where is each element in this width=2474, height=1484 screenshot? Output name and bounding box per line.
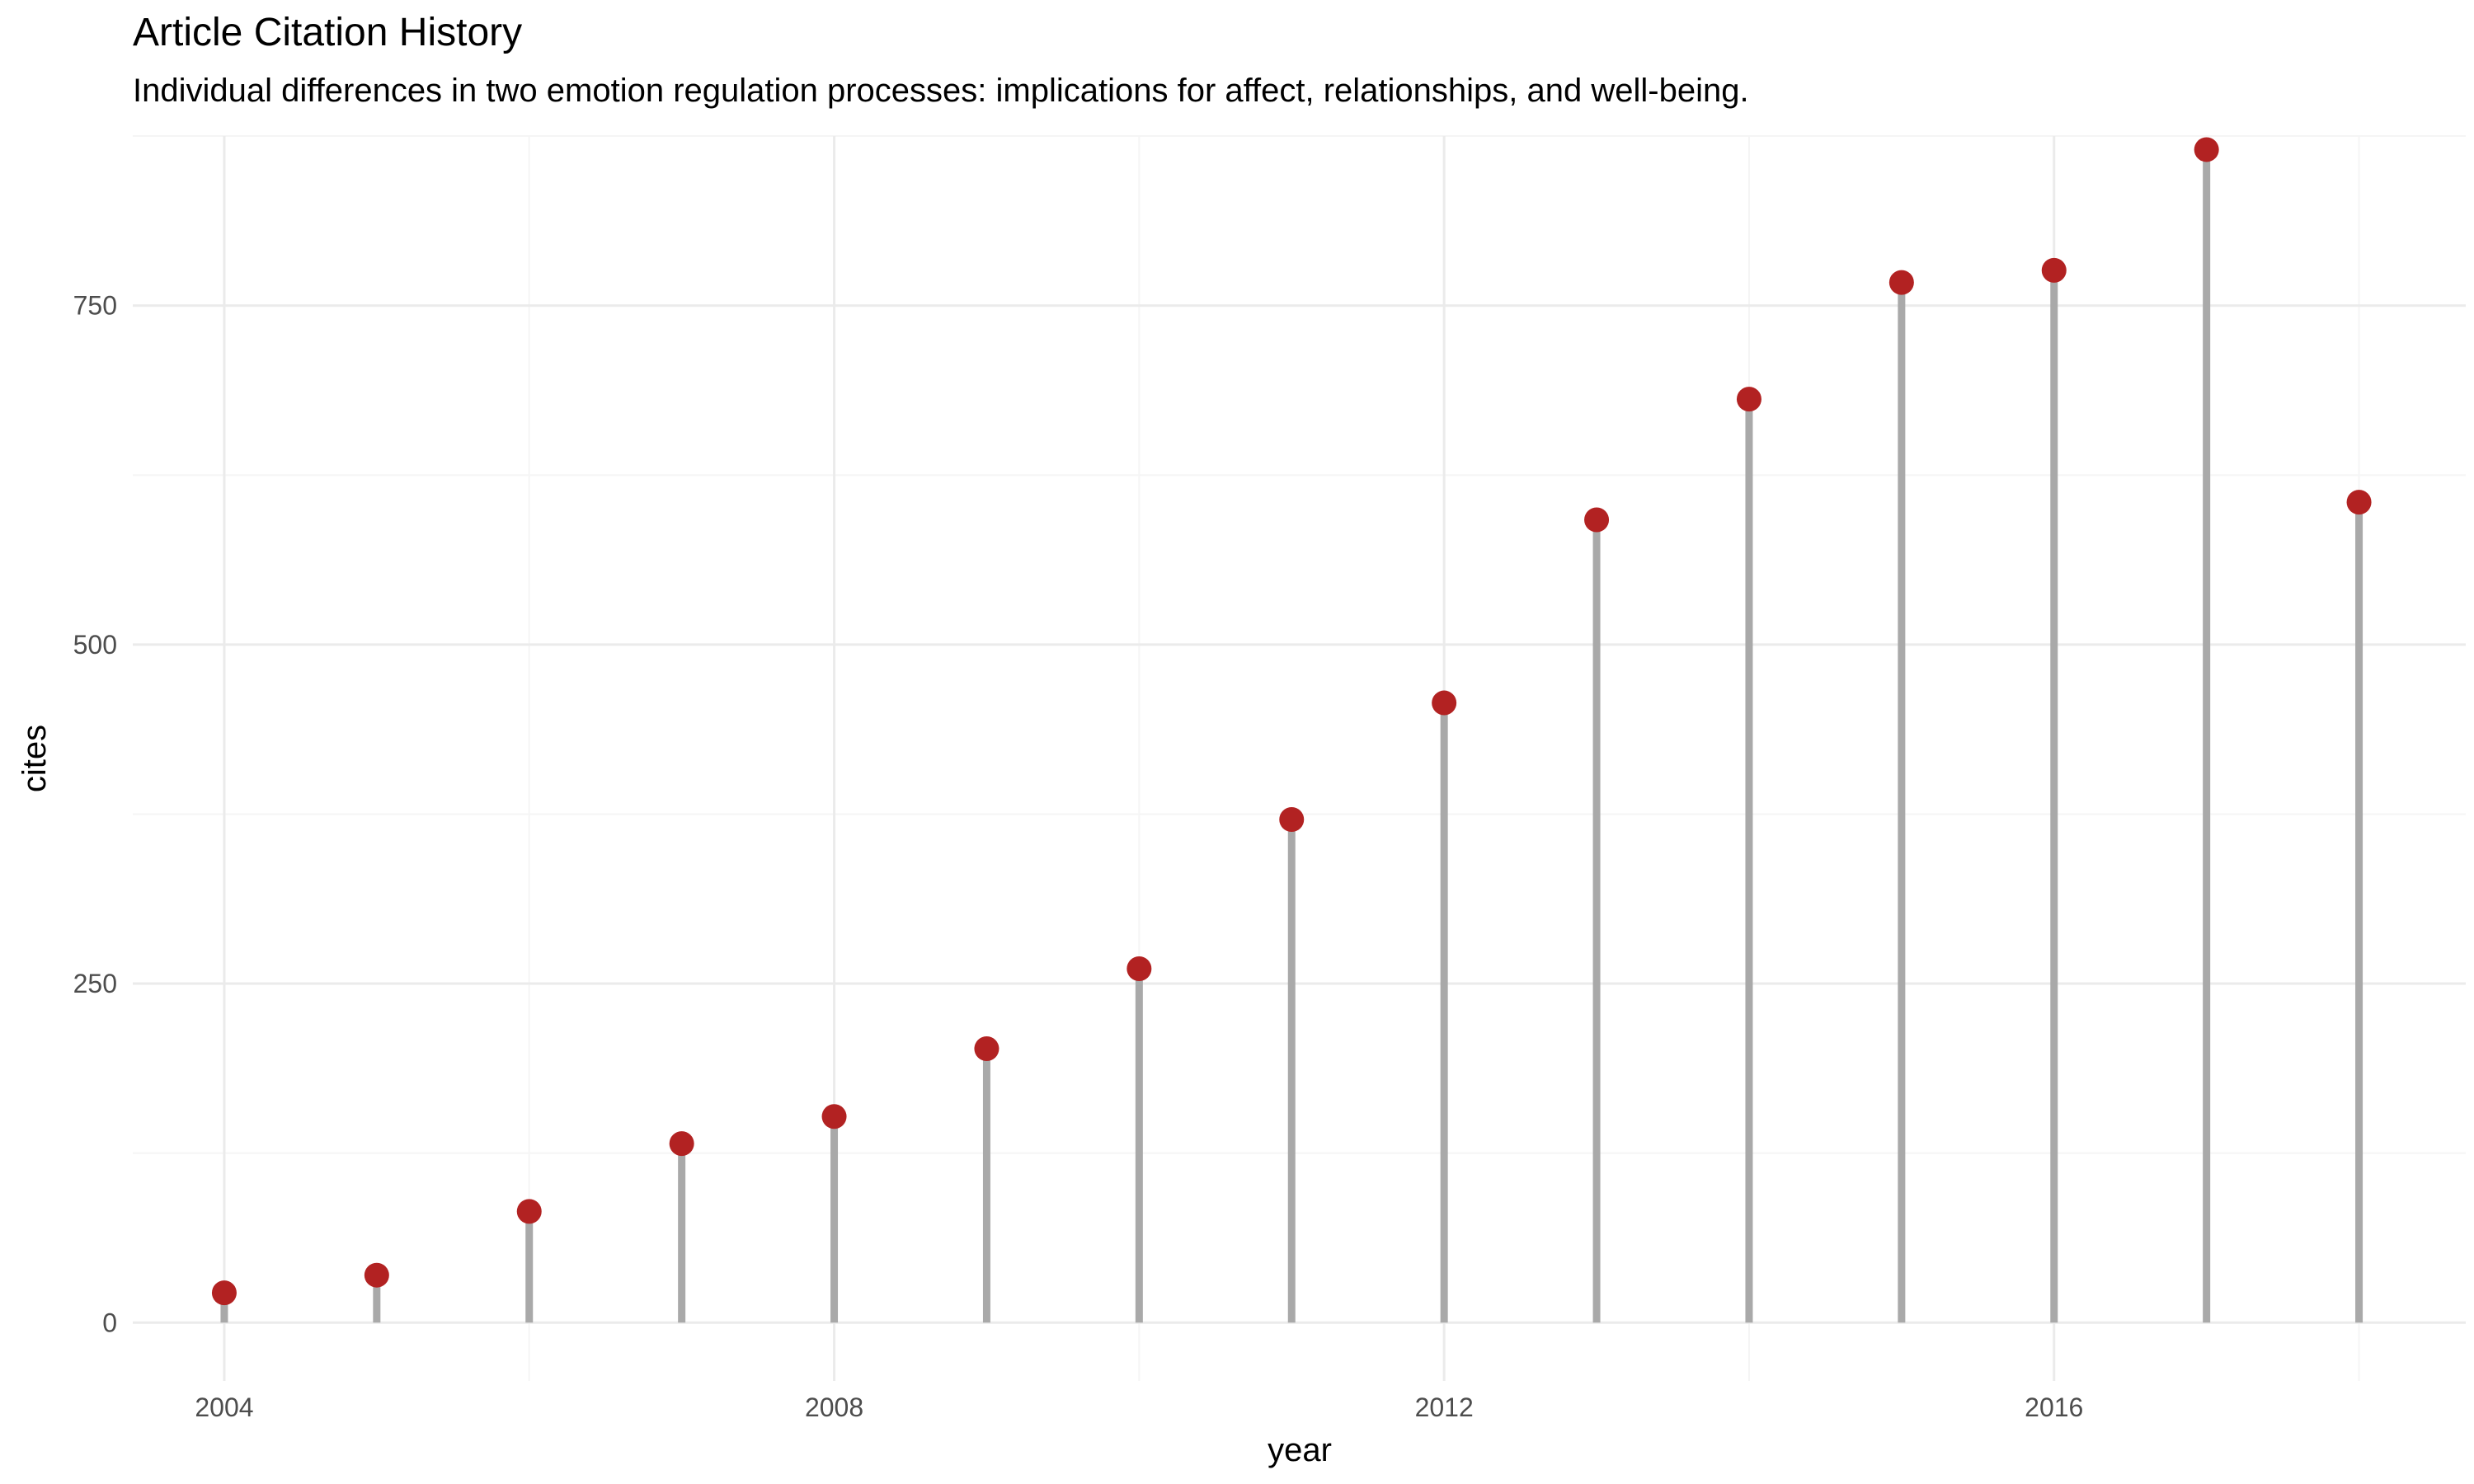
point-2011 <box>1279 807 1305 833</box>
x-tick-label: 2008 <box>805 1392 863 1422</box>
y-tick-label: 0 <box>102 1308 117 1337</box>
point-2008 <box>821 1104 847 1129</box>
chart-title: Article Citation History <box>133 11 523 54</box>
point-2013 <box>1584 507 1610 533</box>
grid-lines <box>133 135 2466 1381</box>
point-2018 <box>2346 490 2372 515</box>
point-2010 <box>1126 956 1152 981</box>
y-tick-label: 250 <box>73 969 117 998</box>
y-tick-label: 500 <box>73 630 117 660</box>
y-tick-labels: 0 250 500 750 <box>73 291 117 1338</box>
point-2006 <box>516 1199 542 1224</box>
point-2004 <box>211 1280 237 1306</box>
points <box>211 137 2372 1306</box>
x-tick-labels: 2004 2008 2012 2016 <box>195 1392 2083 1422</box>
chart-subtitle: Individual differences in two emotion re… <box>133 73 1749 109</box>
point-2005 <box>364 1262 389 1288</box>
point-2016 <box>2041 257 2067 283</box>
x-tick-label: 2012 <box>1415 1392 1474 1422</box>
point-2012 <box>1432 690 1457 716</box>
x-tick-label: 2004 <box>195 1392 253 1422</box>
point-2014 <box>1736 387 1761 412</box>
point-2009 <box>974 1036 999 1062</box>
point-2015 <box>1888 270 1914 295</box>
x-axis-title: year <box>1268 1432 1332 1468</box>
stems <box>220 149 2363 1323</box>
y-tick-label: 750 <box>73 291 117 321</box>
point-2007 <box>669 1131 694 1157</box>
x-tick-label: 2016 <box>2025 1392 2083 1422</box>
y-axis-title: cites <box>16 725 53 792</box>
point-2017 <box>2194 137 2219 162</box>
